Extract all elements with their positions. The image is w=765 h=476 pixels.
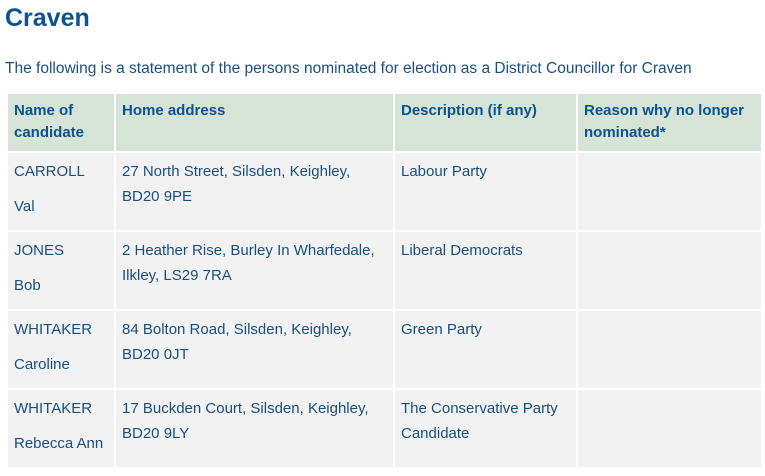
- home-address: 2 Heather Rise, Burley In Wharfedale, Il…: [116, 232, 393, 309]
- candidates-table: Name of candidate Home address Descripti…: [6, 92, 763, 469]
- home-address: 27 North Street, Silsden, Keighley, BD20…: [116, 153, 393, 230]
- surname: CARROLL: [14, 163, 85, 180]
- forenames: Val: [14, 198, 35, 215]
- candidate-name: WHITAKER Rebecca Ann: [8, 390, 114, 467]
- intro-text: The following is a statement of the pers…: [5, 60, 692, 77]
- forenames: Caroline: [14, 356, 70, 373]
- reason: [578, 232, 761, 309]
- table-row: WHITAKER Rebecca Ann 17 Buckden Court, Si…: [8, 390, 761, 467]
- description: The Conservative Party Candidate: [395, 390, 576, 467]
- header-name: Name of candidate: [8, 94, 114, 151]
- description: Green Party: [395, 311, 576, 388]
- surname: WHITAKER: [14, 400, 93, 417]
- candidate-name: JONES Bob: [8, 232, 114, 309]
- forenames: Bob: [14, 277, 41, 294]
- header-address: Home address: [116, 94, 393, 151]
- reason: [578, 153, 761, 230]
- table-row: JONES Bob 2 Heather Rise, Burley In Wharf…: [8, 232, 761, 309]
- home-address: 84 Bolton Road, Silsden, Keighley, BD20 …: [116, 311, 393, 388]
- header-reason: Reason why no longer nominated*: [578, 94, 761, 151]
- header-description: Description (if any): [395, 94, 576, 151]
- candidate-name: WHITAKER Caroline: [8, 311, 114, 388]
- description: Labour Party: [395, 153, 576, 230]
- reason: [578, 311, 761, 388]
- table-row: CARROLL Val 27 North Street, Silsden, Kei…: [8, 153, 761, 230]
- candidate-name: CARROLL Val: [8, 153, 114, 230]
- forenames: Rebecca Ann: [14, 435, 104, 452]
- home-address: 17 Buckden Court, Silsden, Keighley, BD2…: [116, 390, 393, 467]
- surname: WHITAKER: [14, 321, 93, 338]
- table-row: WHITAKER Caroline 84 Bolton Road, Silsden…: [8, 311, 761, 388]
- table-header-row: Name of candidate Home address Descripti…: [8, 94, 761, 151]
- reason: [578, 390, 761, 467]
- page-title: Craven: [5, 4, 90, 32]
- description: Liberal Democrats: [395, 232, 576, 309]
- surname: JONES: [14, 242, 65, 259]
